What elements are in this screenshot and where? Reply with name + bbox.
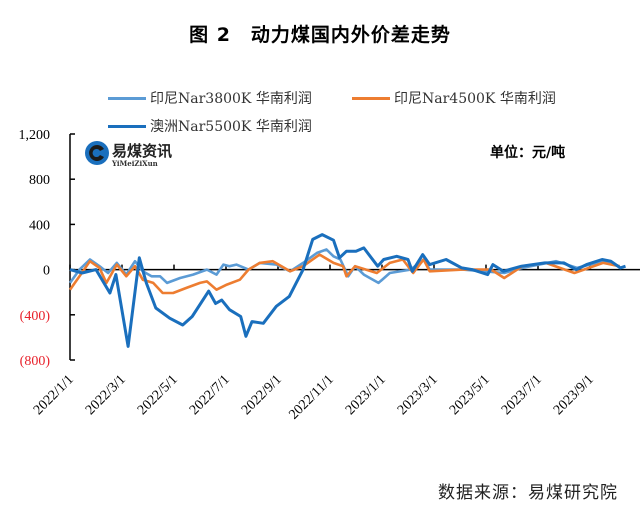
source-note: 数据来源：易煤研究院 — [438, 483, 618, 503]
x-tick-label: 2022/11/1 — [286, 372, 336, 422]
legend-item-indonesia-4500: 印尼Nar4500K 华南利润 — [352, 88, 556, 108]
series-line-3 — [69, 233, 626, 348]
x-tick-label: 2022/7/1 — [187, 372, 233, 418]
chart-title: 图 2 动力煤国内外价差走势 — [189, 24, 451, 46]
legend-swatch — [108, 124, 146, 128]
legend-swatch — [352, 96, 390, 100]
x-tick-label: 2022/9/1 — [239, 372, 285, 418]
series-line-2 — [68, 253, 620, 295]
x-tick-label: 2023/7/1 — [499, 372, 545, 418]
logo-subtext: YiMeiZiXun — [112, 159, 158, 168]
y-tick-label: 0 — [43, 264, 50, 279]
unit-label: 单位：元/吨 — [490, 145, 566, 161]
legend-swatch — [108, 96, 146, 100]
x-tick-label: 2023/5/1 — [447, 372, 493, 418]
x-tick-label: 2022/5/1 — [135, 372, 181, 418]
y-tick-label: 800 — [29, 173, 50, 188]
legend-label: 印尼Nar3800K 华南利润 — [150, 91, 312, 107]
logo-text: 易煤资讯 — [112, 142, 173, 160]
legend-label: 印尼Nar4500K 华南利润 — [394, 91, 556, 107]
x-tick-label: 2023/9/1 — [551, 372, 597, 418]
logo: 易煤资讯 YiMeiZiXun — [84, 140, 172, 170]
y-tick-label: 1,200 — [19, 128, 51, 143]
legend-item-australia-5500: 澳洲Nar5500K 华南利润 — [108, 116, 312, 136]
x-tick-label: 2023/1/1 — [343, 372, 389, 418]
y-tick-label: (400) — [20, 309, 51, 324]
logo-icon — [85, 141, 109, 165]
x-tick-label: 2023/3/1 — [395, 372, 441, 418]
legend-item-indonesia-3800: 印尼Nar3800K 华南利润 — [108, 88, 312, 108]
y-tick-label: 400 — [29, 218, 50, 233]
x-tick-label: 2022/1/1 — [31, 372, 77, 418]
legend-label: 澳洲Nar5500K 华南利润 — [150, 119, 312, 135]
x-tick-label: 2022/3/1 — [83, 372, 129, 418]
y-tick-label: (800) — [20, 354, 51, 369]
